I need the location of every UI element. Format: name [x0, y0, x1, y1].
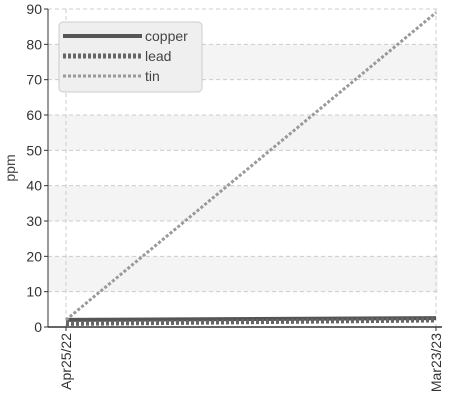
legend-label-copper: copper [145, 28, 188, 44]
series-line-tin [65, 11, 437, 322]
grid-band [48, 256, 438, 292]
legend-label-lead: lead [145, 48, 171, 64]
series-line-copper [65, 316, 437, 322]
chart-series [65, 11, 437, 326]
y-tick-label: 90 [26, 1, 42, 17]
x-tick-label: Apr25/22 [58, 333, 74, 390]
y-tick-label: 50 [26, 142, 42, 158]
y-tick-label: 0 [34, 319, 42, 335]
chart-axes [47, 9, 442, 328]
y-tick-label: 10 [26, 284, 42, 300]
x-tick-label: Mar23/23 [428, 333, 444, 392]
y-tick-label: 80 [26, 36, 42, 52]
y-tick-label: 60 [26, 107, 42, 123]
grid-band [48, 115, 438, 151]
y-tick-label: 70 [26, 72, 42, 88]
chart-legend: copper lead tin [58, 21, 203, 93]
grid-band [48, 185, 438, 221]
y-axis-ticks: 0 10 20 30 40 50 60 70 80 90 [26, 1, 48, 335]
y-tick-label: 30 [26, 213, 42, 229]
y-tick-label: 40 [26, 178, 42, 194]
legend-label-tin: tin [145, 68, 160, 84]
y-tick-label: 20 [26, 248, 42, 264]
series-line-lead [65, 317, 437, 326]
y-axis-label: ppm [2, 154, 18, 181]
x-axis-ticks: Apr25/22 Mar23/23 [58, 327, 444, 392]
